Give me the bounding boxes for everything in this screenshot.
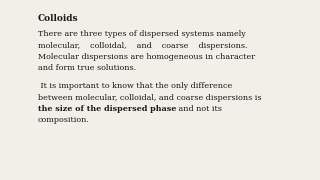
Text: composition.: composition. — [38, 116, 90, 125]
Text: molecular,    colloidal,    and    coarse    dispersions.: molecular, colloidal, and coarse dispers… — [38, 42, 247, 50]
Text: and form true solutions.: and form true solutions. — [38, 64, 136, 73]
Text: It is important to know that the only difference: It is important to know that the only di… — [38, 82, 232, 90]
Text: and not its: and not its — [176, 105, 222, 113]
Text: the size of the dispersed phase: the size of the dispersed phase — [38, 105, 176, 113]
Text: Molecular dispersions are homogeneous in character: Molecular dispersions are homogeneous in… — [38, 53, 255, 61]
Text: between molecular, colloidal, and coarse dispersions is: between molecular, colloidal, and coarse… — [38, 93, 261, 102]
Text: There are three types of dispersed systems namely: There are three types of dispersed syste… — [38, 30, 246, 38]
Text: Colloids: Colloids — [38, 14, 78, 23]
